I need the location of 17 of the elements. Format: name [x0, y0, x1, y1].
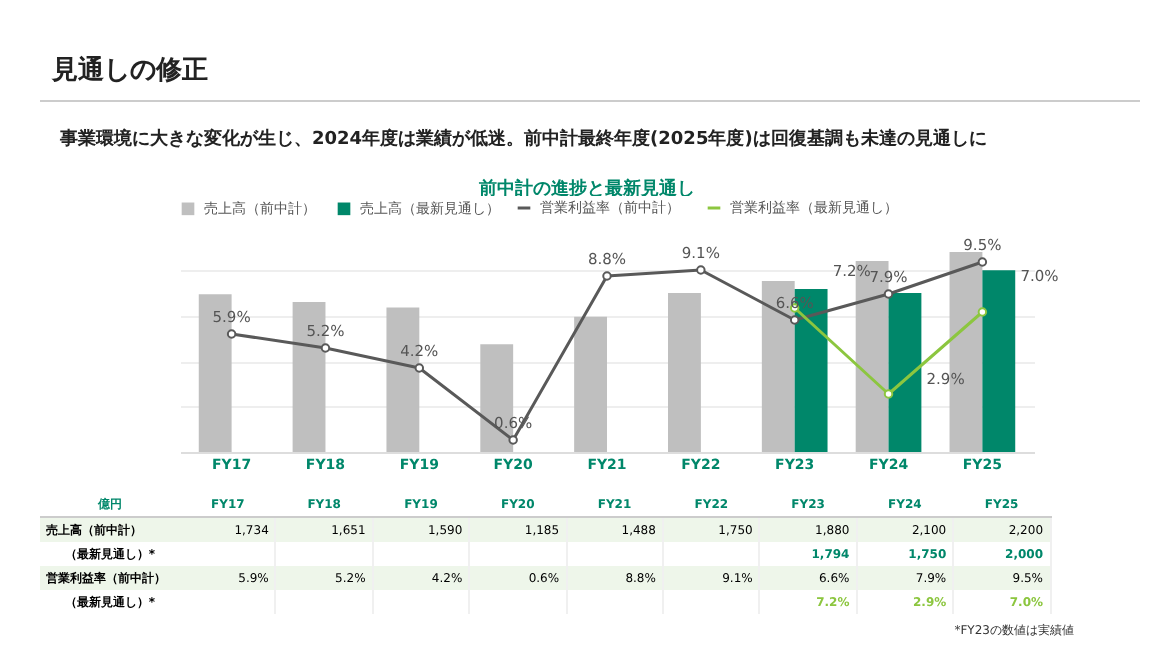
point — [883, 289, 894, 299]
point — [883, 389, 894, 399]
point — [320, 343, 331, 353]
point — [977, 307, 988, 317]
bar — [888, 292, 922, 452]
bar — [982, 270, 1016, 452]
chart-title: 見通しの修正 — [52, 54, 208, 88]
chart-subtitle: 事業環境に大きな変化が生じ、2024年度は業績が低迷。前中計最終年度(2025年度)は回復基調も未達の見通しに — [60, 126, 987, 152]
point — [602, 271, 612, 281]
bar — [574, 316, 607, 452]
point — [414, 363, 425, 373]
point — [226, 329, 237, 339]
point — [696, 265, 706, 275]
bar — [668, 292, 701, 452]
point — [977, 257, 988, 267]
point — [789, 315, 800, 325]
point — [508, 435, 518, 445]
